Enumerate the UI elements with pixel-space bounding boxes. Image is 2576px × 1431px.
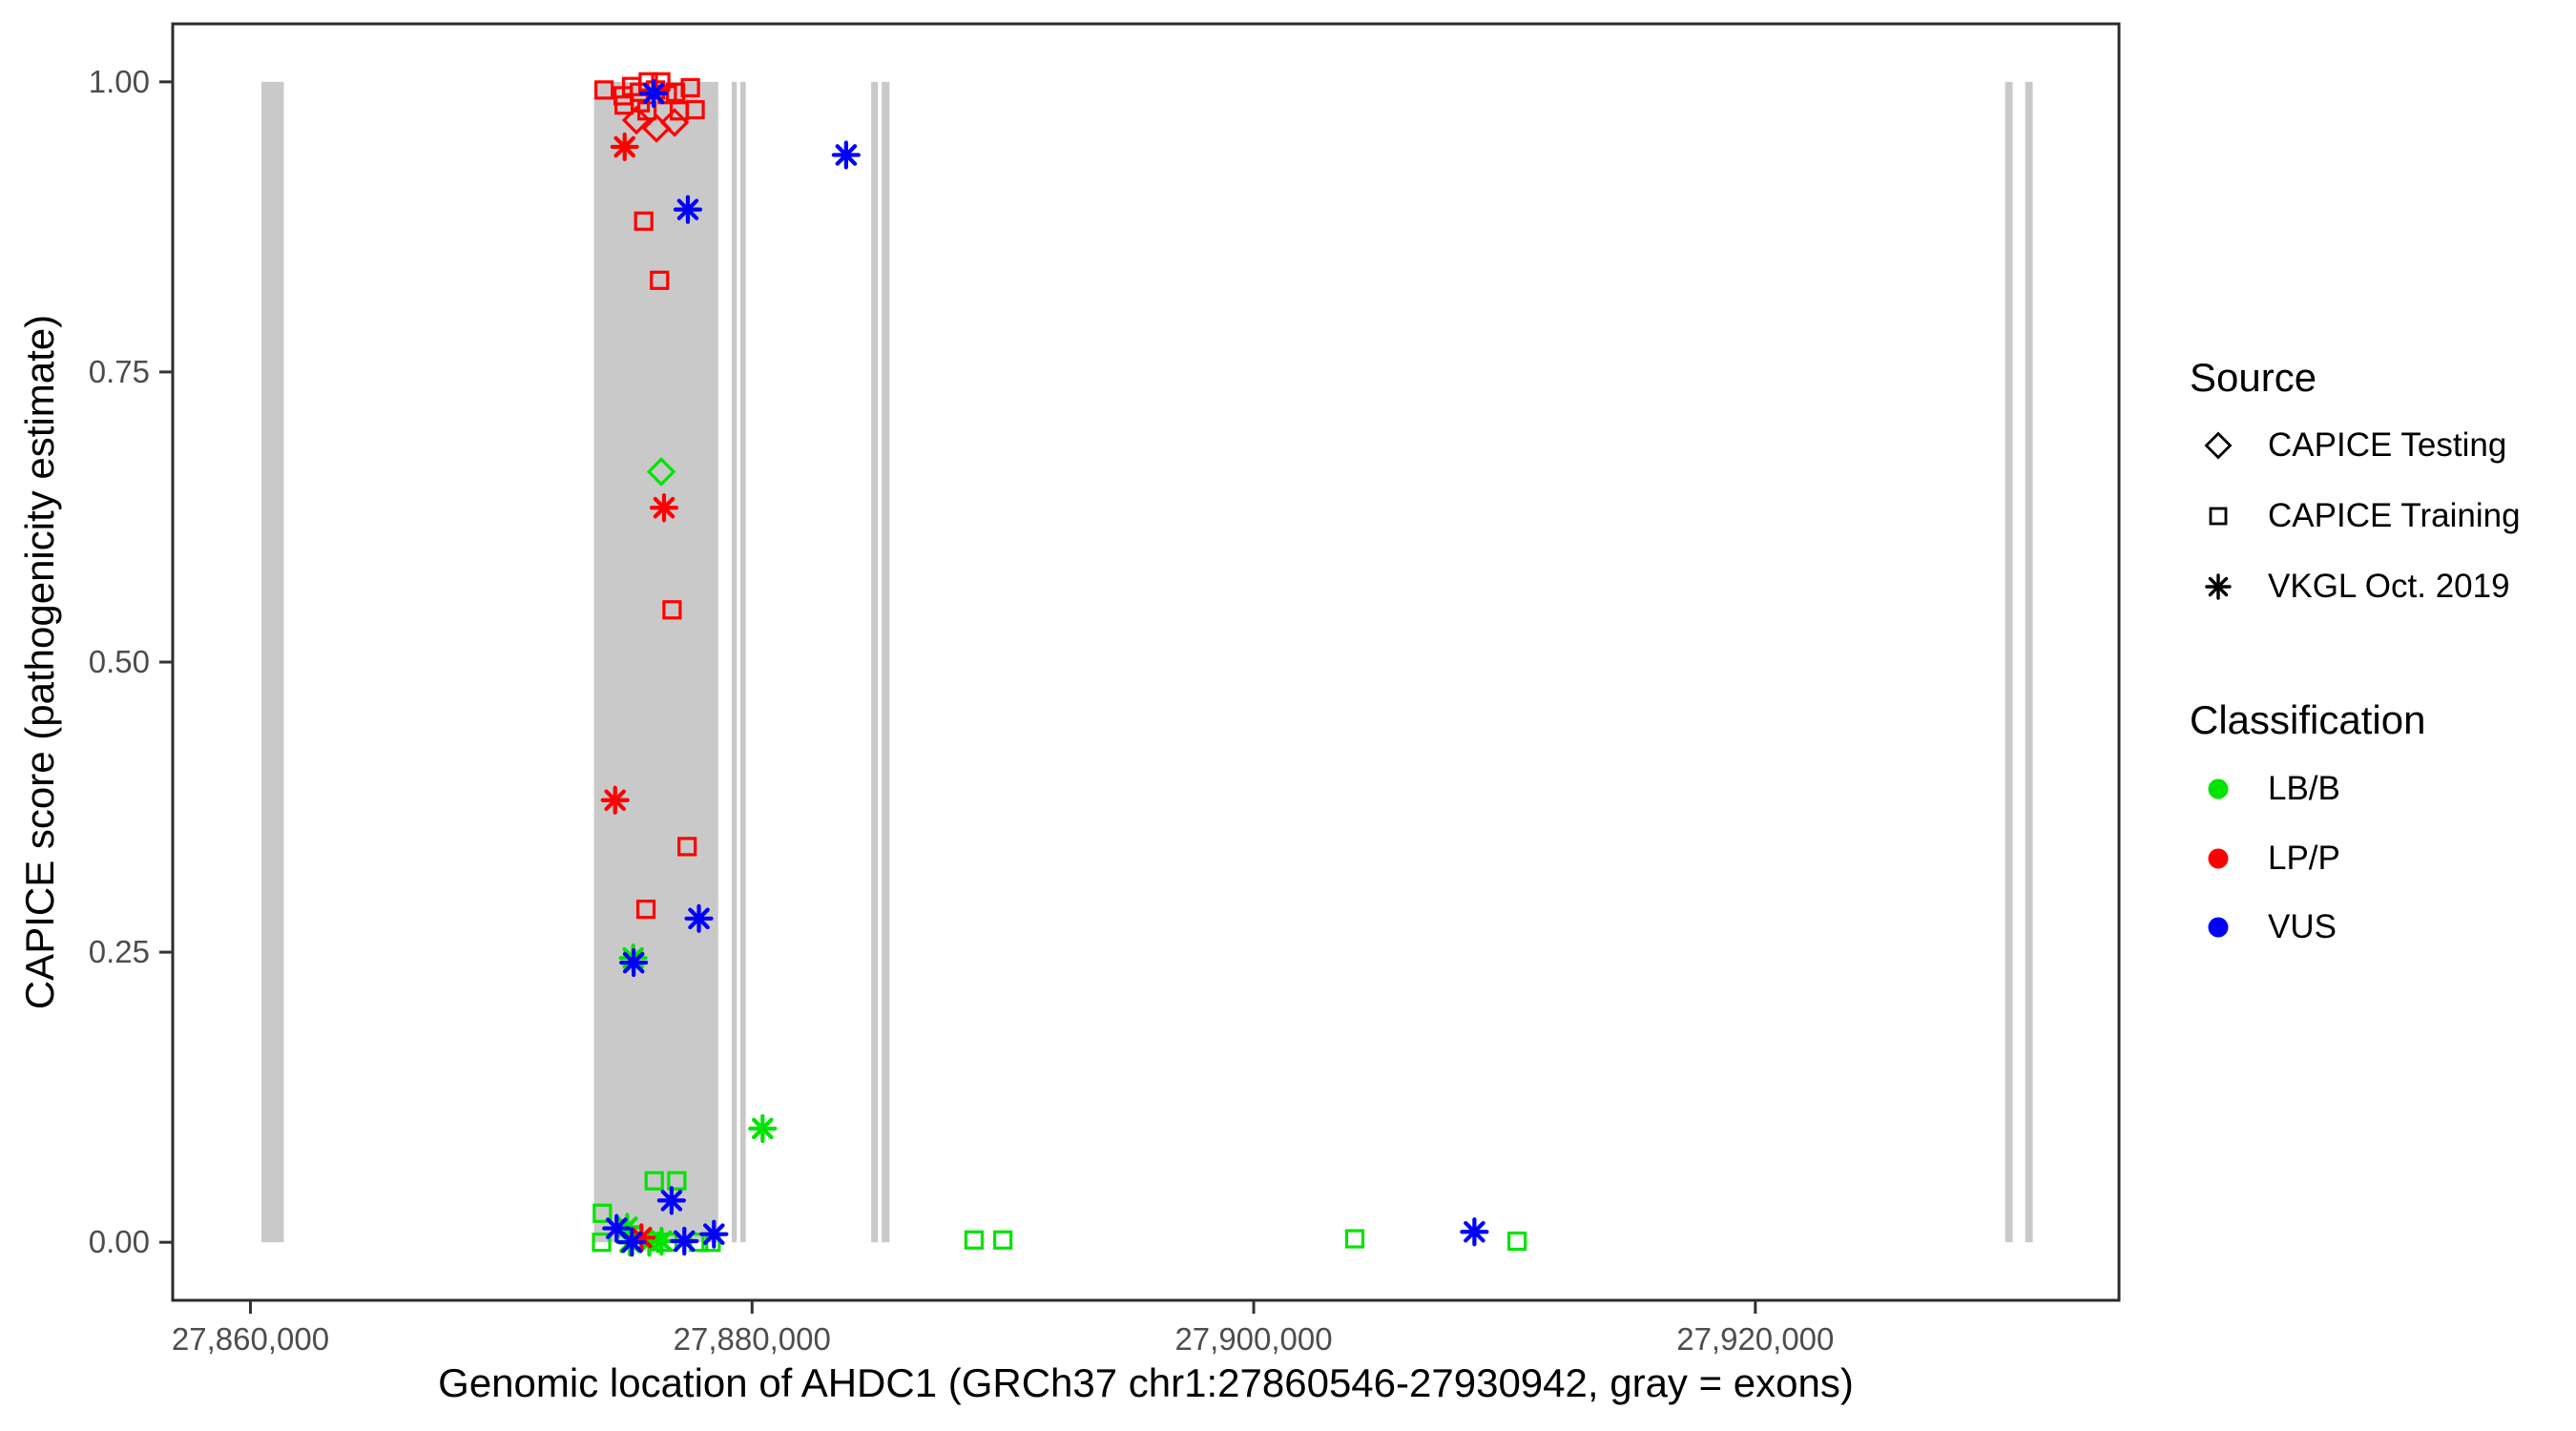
data-point-square bbox=[1344, 1229, 1365, 1249]
blue-dot-icon bbox=[2208, 917, 2229, 938]
legend-item-label: CAPICE Testing bbox=[2268, 426, 2507, 464]
data-point-asterisk bbox=[688, 907, 710, 930]
legend-item-label: LB/B bbox=[2268, 770, 2340, 807]
exon-bar bbox=[2005, 81, 2013, 1243]
legend-item-label: CAPICE Training bbox=[2268, 497, 2521, 534]
legend-item-label: VUS bbox=[2268, 908, 2337, 945]
y-tick-label-2: 0.50 bbox=[89, 644, 150, 679]
asterisk-marker-icon bbox=[2205, 573, 2232, 600]
exon-bar bbox=[593, 81, 718, 1243]
square-marker-icon bbox=[2209, 507, 2228, 526]
legend-source-title: Source bbox=[2190, 355, 2317, 400]
legend-classification-title: Classification bbox=[2190, 697, 2426, 742]
legend-item-lpp: LP/P bbox=[2190, 837, 2340, 881]
exon-bar bbox=[261, 81, 284, 1243]
data-point-square bbox=[680, 77, 700, 98]
y-tick-label-3: 0.75 bbox=[89, 354, 150, 389]
legend-item-lbb: LB/B bbox=[2190, 767, 2340, 811]
y-tick-label-0: 0.00 bbox=[89, 1224, 150, 1259]
data-point-asterisk bbox=[604, 789, 627, 812]
exon-bar bbox=[731, 81, 737, 1243]
data-point-square bbox=[669, 101, 690, 121]
data-point-asterisk bbox=[703, 1223, 725, 1245]
data-point-asterisk bbox=[673, 1230, 696, 1253]
y-tick-label-4: 1.00 bbox=[89, 64, 150, 99]
data-point-square bbox=[964, 1230, 985, 1250]
diamond-marker-icon bbox=[2204, 431, 2233, 460]
data-point-diamond bbox=[646, 457, 676, 487]
data-point-diamond bbox=[621, 105, 652, 135]
legend: Source CAPICE Testing CAPICE Training bbox=[2185, 0, 2576, 1431]
data-point-asterisk bbox=[752, 1117, 774, 1140]
data-point-asterisk bbox=[835, 144, 858, 166]
y-axis-title: CAPICE score (pathogenicity estimate) bbox=[17, 314, 62, 1010]
data-point-asterisk bbox=[613, 135, 636, 158]
legend-item-label: VKGL Oct. 2019 bbox=[2268, 568, 2510, 605]
exon-bar bbox=[2025, 81, 2033, 1243]
data-point-square bbox=[635, 899, 656, 920]
data-point-asterisk bbox=[642, 82, 665, 105]
data-point-asterisk bbox=[653, 496, 675, 519]
x-tick-label-2: 27,900,000 bbox=[1174, 1321, 1332, 1357]
x-tick-label-3: 27,920,000 bbox=[1676, 1321, 1834, 1357]
data-point-asterisk bbox=[676, 198, 699, 220]
data-point-square bbox=[644, 1171, 664, 1191]
data-point-square bbox=[1506, 1231, 1527, 1252]
data-point-square bbox=[667, 1171, 687, 1191]
legend-item-label: LP/P bbox=[2268, 840, 2340, 877]
data-point-square bbox=[662, 600, 682, 620]
legend-item-capice-training: CAPICE Training bbox=[2190, 494, 2521, 538]
data-point-asterisk bbox=[660, 1190, 683, 1212]
legend-item-vkgl: VKGL Oct. 2019 bbox=[2190, 565, 2510, 609]
legend-item-capice-testing: CAPICE Testing bbox=[2190, 424, 2506, 467]
data-point-square bbox=[592, 1233, 612, 1253]
exon-bar bbox=[871, 81, 879, 1243]
data-point-asterisk bbox=[606, 1217, 628, 1239]
panel-border bbox=[171, 22, 2121, 1302]
data-point-square bbox=[634, 211, 654, 231]
data-point-asterisk bbox=[1464, 1220, 1485, 1243]
data-point-square bbox=[993, 1230, 1013, 1250]
exon-bar bbox=[739, 81, 746, 1243]
data-point-square bbox=[677, 837, 697, 857]
data-point-diamond bbox=[659, 108, 690, 137]
x-axis-title: Genomic location of AHDC1 (GRCh37 chr1:2… bbox=[438, 1360, 1854, 1405]
data-point-square bbox=[614, 95, 634, 115]
y-tick-label-1: 0.25 bbox=[89, 934, 150, 969]
exon-bar bbox=[882, 81, 890, 1243]
data-point-asterisk bbox=[622, 951, 645, 974]
data-point-square bbox=[592, 1203, 613, 1223]
x-tick-label-0: 27,860,000 bbox=[172, 1321, 329, 1357]
x-tick-label-1: 27,880,000 bbox=[674, 1321, 831, 1357]
data-point-square bbox=[594, 80, 614, 100]
green-dot-icon bbox=[2208, 778, 2229, 799]
data-point-square bbox=[650, 270, 670, 290]
legend-item-vus: VUS bbox=[2190, 905, 2337, 949]
data-point-asterisk bbox=[651, 1230, 673, 1253]
data-point-asterisk bbox=[621, 1231, 643, 1254]
red-dot-icon bbox=[2208, 848, 2229, 869]
